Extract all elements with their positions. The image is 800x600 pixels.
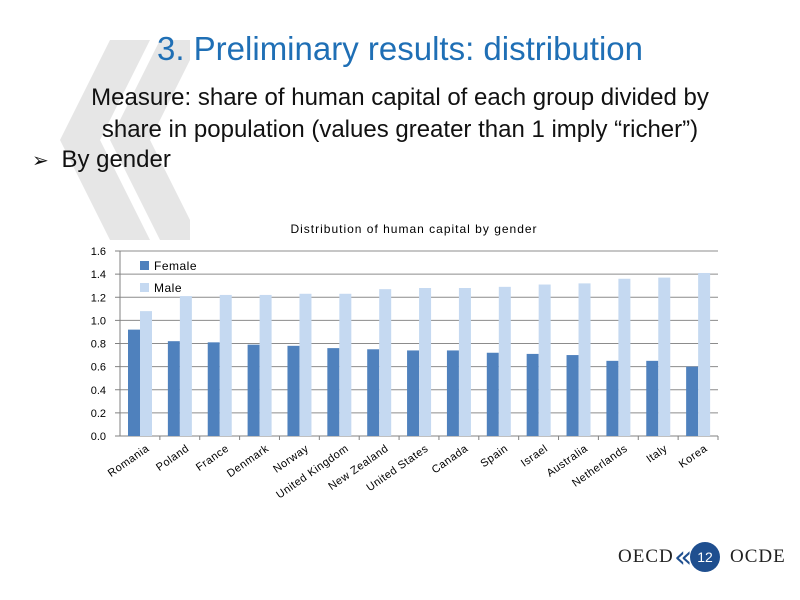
x-tick-label: Poland [154,443,191,474]
y-tick-label: 0.8 [91,339,106,351]
bar-female [526,353,539,436]
bar-male [219,294,232,436]
footer-ocde-text: OCDE [730,546,786,567]
x-tick-label: Canada [430,442,471,476]
bar-female [247,344,260,436]
bar-female [167,341,180,436]
bar-female [686,366,699,436]
bar-male [179,296,192,436]
legend-swatch-female [140,261,149,270]
bar-male [259,294,272,436]
chart-title: Distribution of human capital by gender [290,222,537,236]
bar-female [646,360,659,436]
footer-logo: OECD « 12 OCDE [618,540,788,575]
legend-label-female: Female [154,259,197,273]
bar-male [618,278,631,436]
y-tick-label: 1.2 [91,292,106,304]
footer-oecd-text: OECD [618,546,674,567]
bar-male [698,272,711,436]
bar-female [606,360,619,436]
arrow-bullet-icon: ➢ [32,150,49,172]
x-tick-label: Denmark [225,443,271,480]
y-tick-label: 1.6 [91,246,106,258]
bar-male [140,311,152,436]
subtitle-line-1: Measure: share of human capital of each … [91,84,709,111]
slide-title: 3. Preliminary results: distribution [156,30,643,67]
bar-female [327,348,340,436]
bar-female [367,349,380,436]
bar-male [658,277,671,436]
bar-female [128,329,140,436]
bar-female [486,352,499,436]
y-tick-label: 0.0 [91,431,106,443]
bar-male [339,293,352,436]
y-tick-label: 0.4 [91,385,106,397]
x-tick-label: Israel [519,443,550,470]
x-tick-label: Romania [106,442,152,479]
x-tick-label: Italy [644,443,669,466]
bar-female [207,342,220,436]
y-tick-label: 0.2 [91,408,106,420]
decorative-quote-mark-icon [60,40,190,240]
y-tick-label: 1.4 [91,269,106,281]
bar-male [299,293,312,436]
bar-male [498,286,511,436]
subtitle-line-2: share in population (values greater than… [101,116,699,143]
oecd-chevron-icon: « [674,540,693,575]
bar-male [458,288,471,436]
bullet-text: By gender [61,146,171,173]
slide-subtitle: Measure: share of human capital of each … [30,82,770,146]
legend-swatch-male [140,283,149,292]
x-tick-label: Spain [478,443,510,470]
bar-male [538,284,551,436]
bar-female [407,350,420,436]
bar-female [287,345,300,436]
bar-female [566,355,579,436]
bar-male [379,289,392,436]
y-tick-label: 1.0 [91,315,106,327]
x-tick-label: Korea [677,442,710,470]
page-number: 12 [690,542,720,572]
y-tick-label: 0.6 [91,362,106,374]
bar-female [446,350,459,436]
bar-chart: Distribution of human capital by gender 0… [91,222,719,502]
bar-male [419,288,432,436]
legend-label-male: Male [154,281,182,295]
x-tick-label: United Kingdom [274,443,351,502]
bullet-item: ➢ By gender [32,146,171,174]
bar-male [578,283,591,436]
